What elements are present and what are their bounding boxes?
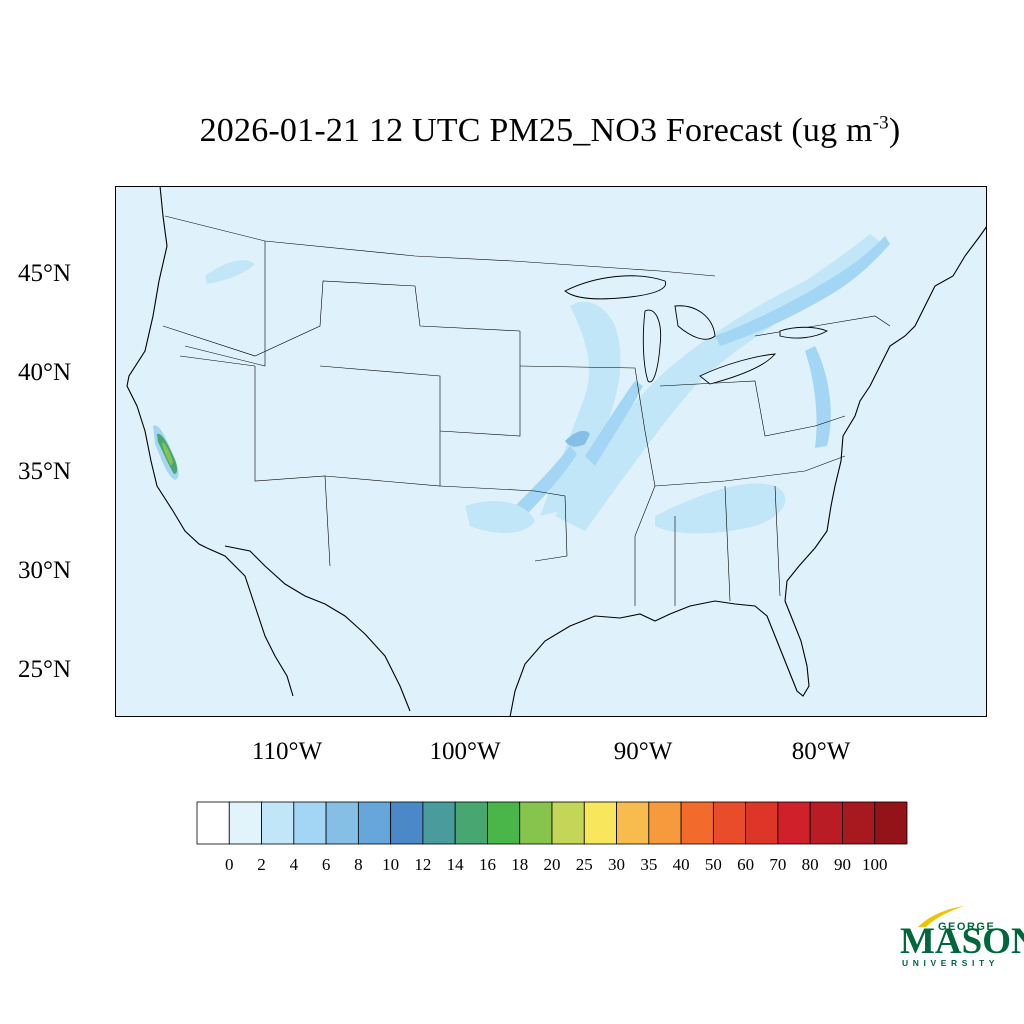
lon-label: 90°W bbox=[613, 738, 673, 765]
colorbar-label: 20 bbox=[543, 855, 561, 874]
lat-label: 40°N bbox=[18, 359, 72, 386]
colorbar-label: 50 bbox=[704, 855, 722, 874]
colorbar-swatch bbox=[519, 801, 553, 845]
west-coast bbox=[126, 186, 208, 549]
lon-label: 100°W bbox=[429, 738, 501, 765]
colorbar-svg bbox=[196, 801, 908, 845]
colorbar-swatch bbox=[551, 801, 585, 845]
lake-huron bbox=[674, 305, 716, 340]
lat-label: 30°N bbox=[18, 557, 72, 584]
colorbar-swatch bbox=[454, 801, 488, 845]
lon-label: 80°W bbox=[791, 738, 851, 765]
colorbar bbox=[196, 801, 909, 849]
colorbar-label: 4 bbox=[289, 855, 299, 874]
lake-michigan bbox=[642, 309, 662, 383]
colorbar-label: 2 bbox=[257, 855, 266, 874]
plume-california-core bbox=[162, 442, 173, 466]
colorbar-swatch bbox=[745, 801, 779, 845]
colorbar-label: 8 bbox=[354, 855, 363, 874]
plume-southeast bbox=[655, 483, 786, 534]
plume-mid-atlantic bbox=[805, 346, 831, 448]
title-close: ) bbox=[888, 112, 901, 149]
lon-label: 110°W bbox=[251, 738, 323, 765]
colorbar-label: 35 bbox=[640, 855, 658, 874]
colorbar-swatch bbox=[357, 801, 392, 845]
lat-label: 35°N bbox=[18, 458, 72, 485]
gulf-atlantic-coast bbox=[509, 225, 987, 717]
border-southwest bbox=[179, 355, 331, 567]
colorbar-swatch bbox=[874, 801, 908, 845]
plume-pnw bbox=[205, 260, 255, 284]
colorbar-label: 14 bbox=[446, 855, 464, 874]
lake-ontario bbox=[779, 326, 829, 339]
plume-mid-medium bbox=[585, 381, 643, 466]
border-idaho bbox=[184, 241, 266, 367]
colorbar-swatch bbox=[422, 801, 456, 845]
border-ohio-valley bbox=[659, 380, 846, 437]
baja-coast bbox=[206, 547, 294, 697]
border-deep-south bbox=[674, 485, 781, 606]
colorbar-swatch bbox=[648, 801, 682, 845]
colorbar-swatch bbox=[196, 801, 230, 845]
lat-label: 25°N bbox=[18, 656, 72, 683]
plume-midwest-light bbox=[555, 234, 883, 531]
map-svg bbox=[115, 186, 987, 717]
title-text: 2026-01-21 12 UTC PM25_NO3 Forecast (ug … bbox=[199, 112, 873, 149]
concentration-plumes bbox=[153, 234, 890, 534]
lake-superior bbox=[564, 275, 666, 300]
coastlines bbox=[126, 186, 987, 717]
plume-ozarks-medium bbox=[515, 446, 577, 516]
colorbar-label: 0 bbox=[225, 855, 234, 874]
logo-mason: MASON bbox=[900, 921, 1024, 962]
map-title: 2026-01-21 12 UTC PM25_NO3 Forecast (ug … bbox=[0, 112, 1024, 150]
colorbar-label: 25 bbox=[575, 855, 593, 874]
border-mississippi bbox=[519, 365, 656, 606]
border-rockies bbox=[162, 280, 521, 357]
colorbar-swatch bbox=[809, 801, 843, 845]
colorbar-swatch bbox=[228, 801, 262, 845]
logo-swoosh-icon bbox=[918, 906, 964, 927]
colorbar-label: 6 bbox=[321, 855, 331, 874]
colorbar-label: 70 bbox=[769, 855, 787, 874]
lat-label: 45°N bbox=[18, 260, 72, 287]
gmu-logo: GEORGE MASON UNIVERSITY bbox=[898, 905, 1024, 975]
colorbar-label: 100 bbox=[861, 855, 888, 874]
canada-border bbox=[164, 215, 716, 277]
colorbar-swatch bbox=[616, 801, 650, 845]
colorbar-swatch bbox=[842, 801, 876, 845]
colorbar-label: 40 bbox=[672, 855, 690, 874]
colorbar-label: 16 bbox=[478, 855, 496, 874]
colorbar-swatch bbox=[777, 801, 811, 845]
colorbar-swatch bbox=[325, 801, 359, 845]
border-tennessee bbox=[654, 455, 846, 487]
plume-core bbox=[565, 430, 590, 447]
colorbar-swatch bbox=[680, 801, 714, 845]
colorbar-swatch bbox=[712, 801, 747, 845]
colorbar-swatch bbox=[487, 801, 521, 845]
colorbar-swatch bbox=[261, 801, 295, 845]
colorbar-swatch bbox=[390, 801, 424, 845]
plume-northeast bbox=[715, 236, 890, 346]
colorbar-label: 30 bbox=[608, 855, 626, 874]
colorbar-label: 18 bbox=[511, 855, 529, 874]
colorbar-label: 60 bbox=[737, 855, 755, 874]
border-oklahoma bbox=[439, 485, 568, 562]
logo-george: GEORGE bbox=[938, 921, 996, 933]
mexico-gulf-west bbox=[224, 545, 411, 712]
lake-erie bbox=[699, 353, 777, 385]
colorbar-swatch bbox=[583, 801, 617, 845]
title-superscript: -3 bbox=[872, 112, 889, 134]
colorbar-label: 90 bbox=[833, 855, 851, 874]
map-border bbox=[115, 186, 987, 717]
colorbar-swatch bbox=[293, 801, 327, 845]
colorbar-label: 12 bbox=[414, 855, 432, 874]
logo-university: UNIVERSITY bbox=[902, 958, 1000, 968]
colorbar-label: 80 bbox=[801, 855, 819, 874]
colorbar-label: 10 bbox=[382, 855, 400, 874]
plume-texas bbox=[465, 501, 535, 533]
forecast-map bbox=[115, 186, 987, 717]
state-borders bbox=[162, 215, 891, 606]
great-lakes bbox=[564, 275, 829, 385]
